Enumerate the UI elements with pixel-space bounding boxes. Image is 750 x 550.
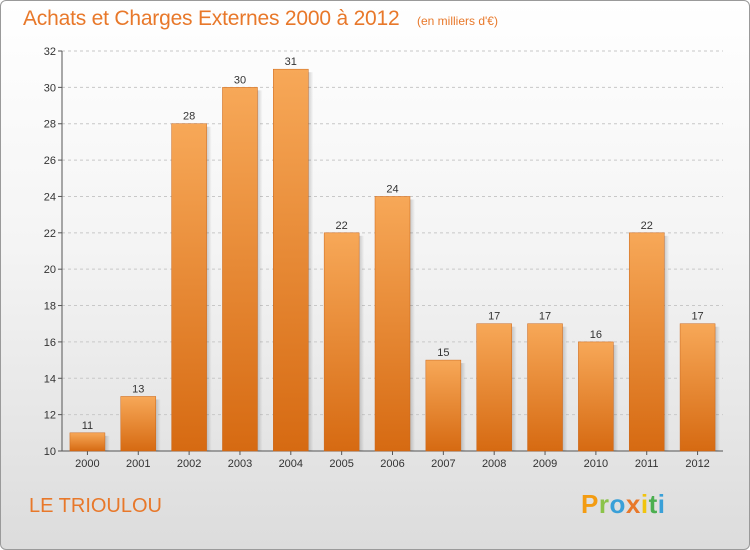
bar (171, 123, 207, 452)
data-label: 17 (539, 311, 551, 323)
logo-letter: r (598, 489, 610, 519)
y-tick-label: 18 (44, 301, 56, 313)
x-tick-label: 2002 (177, 458, 201, 470)
y-tick-label: 20 (44, 264, 56, 276)
y-tick-label: 14 (44, 373, 56, 385)
bar-shadow (410, 199, 415, 451)
x-tick-label: 2004 (279, 458, 303, 470)
x-tick-label: 2012 (685, 458, 709, 470)
x-tick-label: 2005 (329, 458, 353, 470)
bar (69, 432, 106, 452)
x-tick-label: 2006 (380, 458, 404, 470)
bar (425, 359, 462, 452)
logo-letter: P (581, 489, 599, 519)
data-label: 22 (336, 220, 348, 232)
bar (476, 323, 512, 452)
y-tick-label: 26 (44, 155, 56, 167)
logo-letter: i (657, 489, 666, 519)
bar-shadow (715, 326, 721, 451)
data-label: 13 (132, 383, 144, 395)
data-label: 17 (488, 311, 500, 323)
bar-shadow (257, 90, 263, 451)
bar-shadow (562, 326, 568, 451)
x-tick-label: 2009 (533, 458, 557, 470)
x-tick-label: 2010 (584, 458, 608, 470)
data-label: 31 (285, 56, 297, 68)
town-name: LE TRIOULOU (29, 495, 162, 517)
axes: 10 12 14 16 18 20 22 24 26 28 30 32 2000 2001 2002 2003… (44, 46, 723, 470)
x-tick-label: 2011 (635, 458, 659, 470)
chart-title: Achats et Charges Externes 2000 à 2012 (23, 7, 400, 30)
bar-shadow (155, 399, 161, 451)
bars (69, 68, 721, 452)
bar-shadow (664, 235, 670, 451)
bar (374, 196, 411, 452)
bar (628, 232, 665, 452)
chart-subtitle: (en milliers d'€) (417, 14, 498, 28)
data-label: 28 (183, 111, 195, 123)
x-tick-label: 2008 (482, 458, 506, 470)
bar-shadow (104, 435, 110, 451)
proxiti-logo[interactable]: Proxiti (581, 489, 665, 520)
bar (578, 341, 614, 452)
data-label: 11 (82, 420, 93, 432)
data-label: 22 (641, 220, 653, 232)
bar-shadow (359, 235, 365, 451)
bar (222, 87, 258, 452)
data-label: 17 (691, 311, 703, 323)
bar (273, 68, 309, 452)
bar-shadow (206, 126, 212, 452)
bar-shadow (511, 326, 517, 451)
y-tick-label: 24 (44, 191, 56, 203)
bar-shadow (460, 363, 466, 451)
logo-letter: x (625, 489, 641, 519)
y-tick-label: 16 (44, 337, 56, 349)
x-tick-label: 2001 (126, 458, 150, 470)
logo-letter: o (609, 489, 626, 519)
data-label: 24 (386, 183, 398, 195)
data-label: 30 (234, 74, 246, 86)
y-tick-label: 32 (44, 46, 56, 58)
bar (120, 396, 157, 452)
logo-letter: i (640, 489, 649, 519)
x-tick-label: 2007 (431, 458, 455, 470)
y-tick-label: 22 (44, 228, 56, 240)
bar (679, 323, 716, 452)
bar-shadow (613, 344, 619, 451)
bar (323, 232, 360, 452)
x-tick-label: 2000 (75, 458, 99, 470)
y-tick-label: 30 (44, 82, 56, 94)
data-labels: 11 13 28 30 31 22 24 15 17 17 16 22 17 (82, 56, 704, 432)
y-tick-label: 28 (44, 119, 56, 131)
bar-shadow (308, 72, 314, 451)
logo-letter: t (648, 489, 658, 519)
y-tick-label: 12 (44, 410, 56, 422)
x-tick-label: 2003 (228, 458, 252, 470)
bar (527, 323, 563, 452)
data-label: 15 (437, 347, 449, 359)
data-label: 16 (590, 329, 602, 341)
y-tick-label: 10 (44, 446, 56, 458)
